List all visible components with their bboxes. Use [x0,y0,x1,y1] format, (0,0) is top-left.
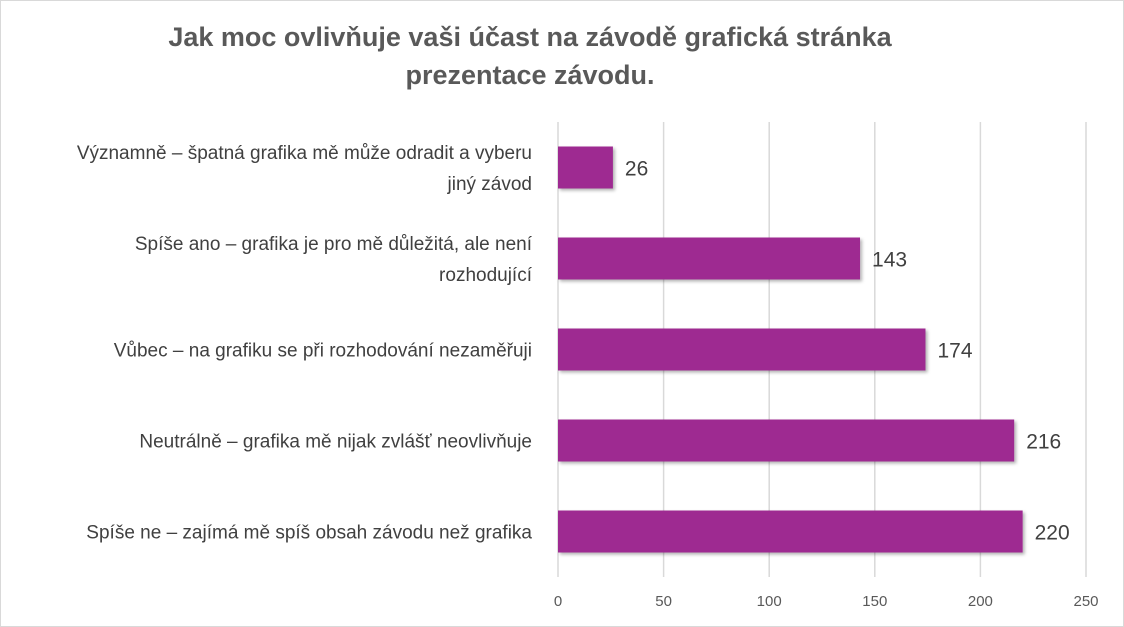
bar [558,510,1023,553]
category-label: rozhodující [439,265,533,286]
x-tick-label: 150 [862,593,887,610]
category-label: Významně – špatná grafika mě může odradi… [77,143,532,164]
category-label: Spíše ano – grafika je pro mě důležitá, … [135,234,533,255]
category-label: Neutrálně – grafika mě nijak zvlášť neov… [139,432,532,453]
category-label: Spíše ne – zajímá mě spíš obsah závodu n… [86,523,532,544]
category-label: jiný závod [447,174,533,195]
data-label: 143 [872,249,907,272]
x-tick-label: 100 [757,593,782,610]
data-label: 216 [1026,431,1061,454]
category-label: Vůbec – na grafiku se při rozhodování ne… [114,341,532,362]
x-tick-label: 200 [968,593,993,610]
x-tick-label: 0 [554,593,562,610]
bar [558,328,926,371]
bar [558,146,613,189]
data-label: 174 [937,340,972,363]
data-label: 26 [625,158,648,181]
bar [558,419,1015,462]
x-tick-label: 50 [655,593,672,610]
title-line-1: Jak moc ovlivňuje vaši účast na závodě g… [168,22,892,52]
title-line-2: prezentace závodu. [405,60,655,90]
chart-title: Jak moc ovlivňuje vaši účast na závodě g… [100,18,960,94]
bar [558,237,861,280]
x-tick-label: 250 [1073,593,1098,610]
data-label: 220 [1035,522,1070,545]
